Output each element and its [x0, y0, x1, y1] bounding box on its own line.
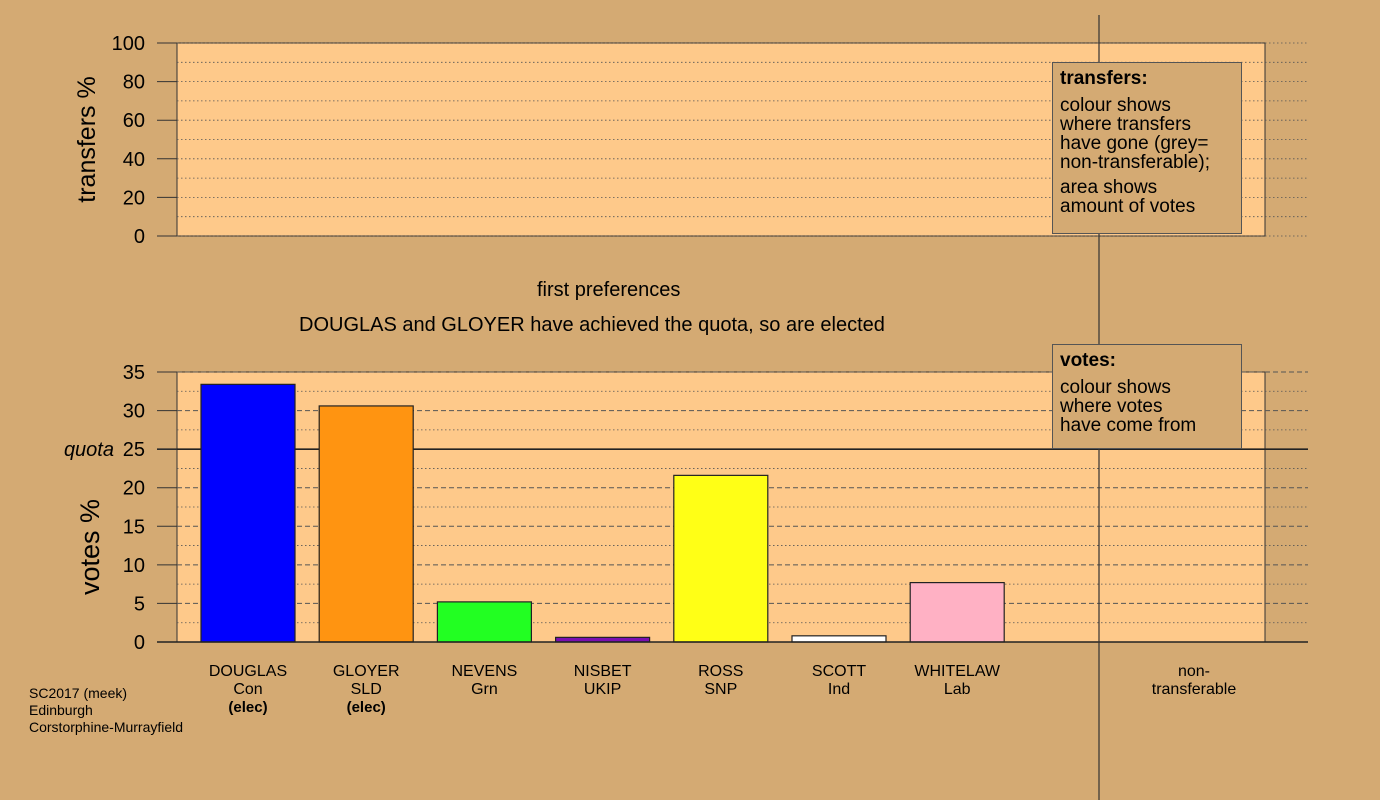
- votes-y-tick-label: 20: [123, 478, 145, 500]
- nontransferable-label: transferable: [1152, 681, 1237, 698]
- bar-scott: [791, 635, 887, 643]
- bar-douglas: [200, 383, 296, 643]
- votes-legend-text: colour shows where votes have come from: [1060, 377, 1197, 436]
- chart-subtitle: DOUGLAS and GLOYER have achieved the quo…: [299, 314, 885, 336]
- transfers-y-axis-label: transfers %: [73, 76, 101, 202]
- elected-label: (elec): [228, 699, 267, 716]
- bar-nevens: [436, 601, 532, 643]
- x-tick-label-name: DOUGLAS: [209, 663, 287, 680]
- transfers-y-tick-label: 40: [123, 149, 145, 171]
- x-tick-label-party: Lab: [944, 681, 971, 698]
- transfers-legend-title: transfers:: [1060, 68, 1148, 89]
- transfers-y-tick-label: 80: [123, 72, 145, 94]
- x-tick-label-party: SNP: [704, 681, 737, 698]
- votes-y-tick-label: 25: [123, 439, 145, 461]
- votes-legend: votes: colour shows where votes have com…: [1052, 344, 1242, 449]
- transfers-y-tick-label: 100: [112, 33, 145, 55]
- x-tick-label-name: GLOYER: [333, 663, 400, 680]
- quota-label: quota: [64, 439, 114, 461]
- x-tick-label-name: WHITELAW: [914, 663, 1001, 680]
- x-tick-label-party: Ind: [828, 681, 850, 698]
- transfers-legend-text-1: colour shows where transfers have gone (…: [1060, 95, 1210, 173]
- footer-line: Corstorphine-Murrayfield: [29, 719, 184, 735]
- x-tick-label-party: SLD: [351, 681, 382, 698]
- nontransferable-label: non-: [1178, 663, 1210, 680]
- x-tick-label-name: SCOTT: [812, 663, 866, 680]
- votes-y-tick-label: 10: [123, 555, 145, 577]
- x-tick-label-name: ROSS: [698, 663, 743, 680]
- footer-line: SC2017 (meek): [29, 685, 128, 701]
- bar-gloyer: [318, 405, 414, 643]
- bar-whitelaw: [909, 581, 1005, 643]
- votes-y-tick-label: 15: [123, 516, 145, 538]
- footer-line: Edinburgh: [29, 702, 93, 718]
- chart-title: first preferences: [537, 279, 681, 301]
- x-tick-label-party: Con: [233, 681, 262, 698]
- votes-y-tick-label: 5: [134, 593, 145, 615]
- x-tick-label-name: NISBET: [574, 663, 632, 680]
- footer: SC2017 (meek) Edinburgh Corstorphine-Mur…: [29, 685, 183, 736]
- transfers-legend: transfers: colour shows where transfers …: [1052, 62, 1242, 234]
- transfers-legend-text-2: area shows amount of votes: [1060, 177, 1196, 217]
- votes-legend-title: votes:: [1060, 350, 1116, 371]
- x-tick-label-party: UKIP: [584, 681, 621, 698]
- votes-y-tick-label: 35: [123, 362, 145, 384]
- votes-y-tick-label: 0: [134, 632, 145, 654]
- votes-y-tick-label: 30: [123, 401, 145, 423]
- transfers-y-tick-label: 0: [134, 226, 145, 248]
- bar-ross: [673, 474, 769, 643]
- elected-label: (elec): [347, 699, 386, 716]
- x-tick-label-party: Grn: [471, 681, 498, 698]
- x-tick-label-name: NEVENS: [452, 663, 518, 680]
- transfers-y-tick-label: 60: [123, 110, 145, 132]
- transfers-y-tick-label: 20: [123, 187, 145, 209]
- votes-y-axis-label: votes %: [75, 499, 105, 595]
